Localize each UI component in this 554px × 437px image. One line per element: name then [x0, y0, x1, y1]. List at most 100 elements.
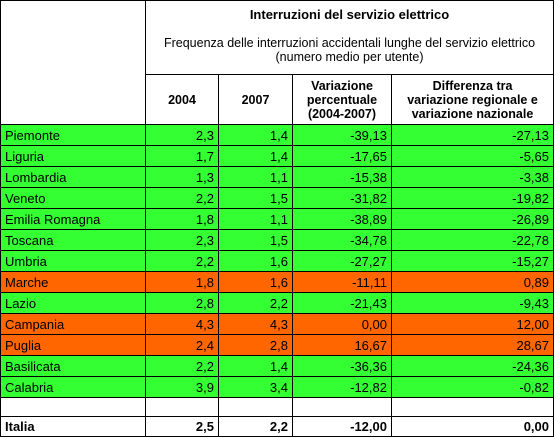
value-cell: 1,5: [218, 229, 293, 251]
value-cell: 1,6: [218, 250, 293, 272]
value-cell: 2,4: [145, 334, 219, 356]
row: Campania 4,3 4,3 0,00 12,00: [0, 313, 554, 335]
value-cell: 0,00: [292, 313, 392, 335]
region-cell: Toscana: [0, 229, 146, 251]
value-cell: -5,65: [390, 145, 554, 167]
region-cell: Lombardia: [0, 166, 146, 188]
value-cell: 3,4: [218, 376, 293, 398]
row: Lombardia 1,3 1,1 -15,38 -3,38: [0, 166, 554, 188]
header-row: 2004 2007 Variazione percentuale (2004-200…: [1, 74, 554, 125]
value-cell: -3,38: [390, 166, 554, 188]
value-cell: 1,1: [218, 208, 293, 230]
column-header: Differenza tra variazione regionale e va…: [390, 74, 554, 125]
blank-cell: [390, 397, 554, 417]
region-cell: Emilia Romagna: [0, 208, 146, 230]
value-cell: 2,8: [145, 292, 219, 314]
value-cell: -34,78: [292, 229, 392, 251]
row: Basilicata 2,2 1,4 -36,36 -24,36: [0, 355, 554, 377]
row: Marche 1,8 1,6 -11,11 0,89: [0, 271, 554, 293]
value-cell: 2,2: [145, 187, 219, 209]
column-header: Variazione percentuale (2004-2007): [292, 74, 392, 125]
region-cell: Calabria: [0, 376, 146, 398]
row: Puglia 2,4 2,8 16,67 28,67: [0, 334, 554, 356]
value-cell: -39,13: [292, 124, 392, 146]
row: Toscana 2,3 1,5 -34,78 -22,78: [0, 229, 554, 251]
value-cell: 2,3: [145, 229, 219, 251]
value-cell: 12,00: [390, 313, 554, 335]
value-cell: -36,36: [292, 355, 392, 377]
value-cell: 4,3: [218, 313, 293, 335]
value-cell: -11,11: [292, 271, 392, 293]
value-cell: -22,78: [390, 229, 554, 251]
title: Interruzioni del servizio elettrico: [249, 7, 450, 22]
blank-row: [0, 397, 554, 417]
value-cell: 2,8: [218, 334, 293, 356]
value-cell: -19,82: [390, 187, 554, 209]
region-cell: Veneto: [0, 187, 146, 209]
value-cell: 2,2: [145, 355, 219, 377]
subtitle: Frequenza delle interruzioni accidentali…: [163, 36, 536, 64]
value-cell: 16,67: [292, 334, 392, 356]
value-cell: 1,5: [218, 187, 293, 209]
row: Piemonte 2,3 1,4 -39,13 -27,13: [0, 124, 554, 146]
region-cell: Liguria: [0, 145, 146, 167]
value-cell: -21,43: [292, 292, 392, 314]
value-cell: 3,9: [145, 376, 219, 398]
value-cell: -38,89: [292, 208, 392, 230]
column-header: 2007: [218, 74, 293, 125]
region-cell: Marche: [0, 271, 146, 293]
value-cell: 1,4: [218, 355, 293, 377]
total-label: Italia: [0, 416, 146, 437]
value-cell: -9,43: [390, 292, 554, 314]
value-cell: -0,82: [390, 376, 554, 398]
row: Liguria 1,7 1,4 -17,65 -5,65: [0, 145, 554, 167]
value-cell: 1,3: [145, 166, 219, 188]
value-cell: 1,4: [218, 145, 293, 167]
value-cell: 1,1: [218, 166, 293, 188]
value-cell: 2,2: [218, 292, 293, 314]
value-cell: -24,36: [390, 355, 554, 377]
total-value: 2,5: [145, 416, 219, 437]
value-cell: 0,89: [390, 271, 554, 293]
blank-cell: [0, 397, 146, 417]
value-cell: 28,67: [390, 334, 554, 356]
region-cell: Campania: [0, 313, 146, 335]
blank-cell: [218, 397, 293, 417]
region-cell: Umbria: [0, 250, 146, 272]
total-value: 0,00: [390, 416, 554, 437]
blank-cell: [145, 397, 219, 417]
row: Calabria 3,9 3,4 -12,82 -0,82: [0, 376, 554, 398]
column-header: 2004: [145, 74, 219, 125]
value-cell: -27,27: [292, 250, 392, 272]
title-cell: Interruzioni del servizio elettrico Freq…: [144, 0, 554, 75]
total-value: 2,2: [218, 416, 293, 437]
blank-cell: [292, 397, 392, 417]
value-cell: 1,4: [218, 124, 293, 146]
value-cell: 2,2: [145, 250, 219, 272]
value-cell: 1,6: [218, 271, 293, 293]
value-cell: 4,3: [145, 313, 219, 335]
value-cell: -15,38: [292, 166, 392, 188]
row: Lazio 2,8 2,2 -21,43 -9,43: [0, 292, 554, 314]
corner-cell: [0, 0, 146, 125]
value-cell: -31,82: [292, 187, 392, 209]
value-cell: -17,65: [292, 145, 392, 167]
row: Umbria 2,2 1,6 -27,27 -15,27: [0, 250, 554, 272]
total-row: Italia 2,5 2,2 -12,00 0,00: [0, 416, 554, 437]
value-cell: 1,8: [145, 271, 219, 293]
value-cell: -12,82: [292, 376, 392, 398]
region-cell: Basilicata: [0, 355, 146, 377]
value-cell: 1,8: [145, 208, 219, 230]
value-cell: 2,3: [145, 124, 219, 146]
row: Veneto 2,2 1,5 -31,82 -19,82: [0, 187, 554, 209]
value-cell: -15,27: [390, 250, 554, 272]
value-cell: 1,7: [145, 145, 219, 167]
value-cell: -26,89: [390, 208, 554, 230]
region-cell: Lazio: [0, 292, 146, 314]
region-cell: Piemonte: [0, 124, 146, 146]
row: Emilia Romagna 1,8 1,1 -38,89 -26,89: [0, 208, 554, 230]
total-value: -12,00: [292, 416, 392, 437]
value-cell: -27,13: [390, 124, 554, 146]
